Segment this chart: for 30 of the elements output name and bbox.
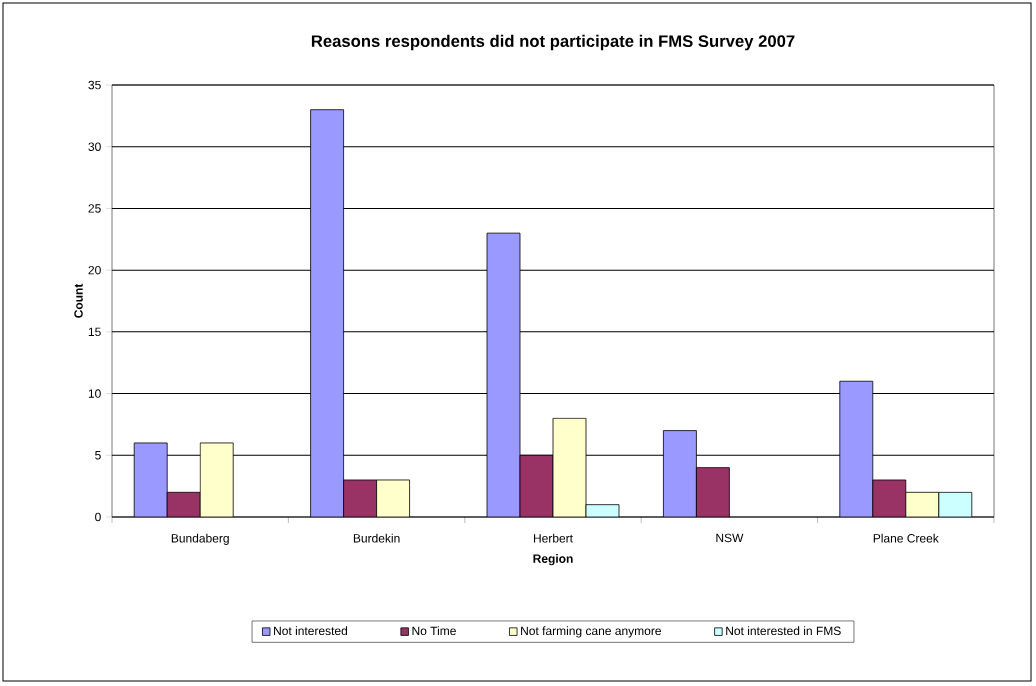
bar	[519, 454, 554, 518]
legend-label: Not farming cane anymore	[521, 626, 661, 638]
bar	[166, 491, 201, 518]
x-tick-label: Herbert	[533, 533, 573, 543]
y-tick-label: 0	[95, 512, 101, 522]
x-axis-title: Region	[533, 554, 573, 566]
bar	[486, 232, 521, 518]
y-axis-title: Count	[74, 283, 83, 318]
bar	[310, 109, 344, 518]
x-tick-label: NSW	[716, 533, 744, 543]
x-tick-label: Plane Creek	[873, 533, 939, 543]
x-tick-label: Bundaberg	[171, 533, 229, 545]
y-tick-label: 20	[88, 265, 101, 275]
y-tick-label: 5	[95, 451, 101, 460]
y-tick-label: 10	[88, 389, 101, 398]
x-tick-label: Burdekin	[353, 533, 400, 543]
bar	[839, 380, 874, 518]
legend-label: Not interested in FMS	[726, 626, 841, 636]
y-tick-label: 25	[88, 204, 101, 213]
legend-label: Not interested	[274, 626, 347, 636]
bar	[343, 479, 377, 518]
y-tick-label: 35	[88, 80, 101, 90]
chart-title: Reasons respondents did not participate in FMS Survey 2007	[311, 34, 795, 51]
legend-label: No Time	[412, 626, 456, 636]
bar	[872, 479, 907, 518]
y-tick-label: 15	[88, 327, 101, 337]
y-tick-label: 30	[88, 142, 101, 151]
bar	[133, 442, 168, 518]
bar	[663, 430, 697, 518]
bar	[696, 467, 730, 518]
